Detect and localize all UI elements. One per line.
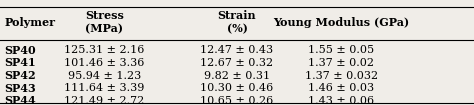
- Text: 101.46 ± 3.36: 101.46 ± 3.36: [64, 58, 145, 68]
- Text: Stress
(MPa): Stress (MPa): [85, 10, 124, 34]
- Text: Young Modulus (GPa): Young Modulus (GPa): [273, 17, 410, 28]
- Text: 10.65 ± 0.26: 10.65 ± 0.26: [201, 96, 273, 105]
- Text: 1.55 ± 0.05: 1.55 ± 0.05: [308, 45, 374, 55]
- Text: Strain
(%): Strain (%): [218, 10, 256, 34]
- Text: 1.43 ± 0.06: 1.43 ± 0.06: [308, 96, 374, 105]
- Text: 1.37 ± 0.032: 1.37 ± 0.032: [305, 71, 378, 81]
- Text: 95.94 ± 1.23: 95.94 ± 1.23: [68, 71, 141, 81]
- Text: SP44: SP44: [5, 95, 36, 105]
- Text: 12.47 ± 0.43: 12.47 ± 0.43: [201, 45, 273, 55]
- Text: 10.30 ± 0.46: 10.30 ± 0.46: [201, 83, 273, 93]
- Text: 12.67 ± 0.32: 12.67 ± 0.32: [201, 58, 273, 68]
- Text: 1.46 ± 0.03: 1.46 ± 0.03: [308, 83, 374, 93]
- Text: Polymer: Polymer: [5, 17, 56, 28]
- Text: 111.64 ± 3.39: 111.64 ± 3.39: [64, 83, 145, 93]
- Text: SP41: SP41: [5, 58, 36, 68]
- Text: SP40: SP40: [5, 45, 36, 56]
- Text: SP43: SP43: [5, 83, 36, 94]
- Text: 125.31 ± 2.16: 125.31 ± 2.16: [64, 45, 145, 55]
- Text: 121.49 ± 2.72: 121.49 ± 2.72: [64, 96, 145, 105]
- Text: 1.37 ± 0.02: 1.37 ± 0.02: [308, 58, 374, 68]
- Text: SP42: SP42: [5, 70, 36, 81]
- Text: 9.82 ± 0.31: 9.82 ± 0.31: [204, 71, 270, 81]
